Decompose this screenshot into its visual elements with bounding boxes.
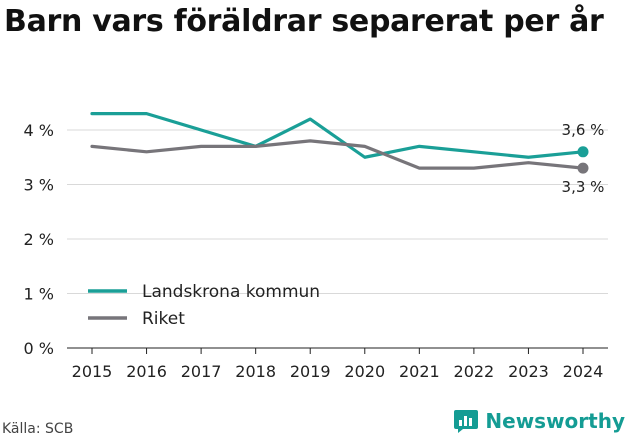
brand-logo: Newsworthy (453, 408, 625, 434)
y-tick-label: 4 % (24, 121, 54, 140)
series-end-point (577, 146, 589, 158)
chart-title: Barn vars föräldrar separerat per år (4, 4, 604, 39)
x-tick-label: 2023 (508, 362, 549, 381)
series-end-label: 3,3 % (562, 178, 605, 196)
x-tick-label: 2015 (72, 362, 113, 381)
x-tick-label: 2024 (563, 362, 604, 381)
series-line-landskrona (90, 112, 585, 159)
y-tick-label: 0 % (24, 339, 54, 358)
x-tick-label: 2022 (454, 362, 495, 381)
x-axis-ticks: 2015 2016 2017 2018 2019 2020 2021 2022 2023 2024 (72, 348, 604, 381)
x-tick-label: 2017 (181, 362, 222, 381)
x-tick-label: 2019 (290, 362, 331, 381)
series-line-riket (90, 139, 585, 170)
x-tick-label: 2021 (399, 362, 440, 381)
gridlines (67, 129, 608, 294)
series-end-label: 3,6 % (562, 121, 605, 139)
legend-label: Landskrona kommun (142, 282, 320, 302)
legend-label: Riket (142, 309, 185, 329)
legend: Landskrona kommun Riket (88, 282, 320, 329)
newsworthy-logo-icon (454, 410, 479, 433)
series: 3,6 % 3,3 % (90, 112, 605, 196)
y-axis-ticks: 0 % 1 % 2 % 3 % 4 % (24, 121, 54, 358)
y-tick-label: 3 % (24, 176, 54, 195)
brand-name: Newsworthy (485, 409, 625, 433)
y-tick-label: 1 % (24, 285, 54, 304)
x-tick-label: 2016 (126, 362, 167, 381)
x-tick-label: 2018 (235, 362, 276, 381)
x-tick-label: 2020 (344, 362, 385, 381)
y-tick-label: 2 % (24, 230, 54, 249)
source-note: Källa: SCB (2, 421, 74, 437)
series-end-point (577, 162, 589, 174)
